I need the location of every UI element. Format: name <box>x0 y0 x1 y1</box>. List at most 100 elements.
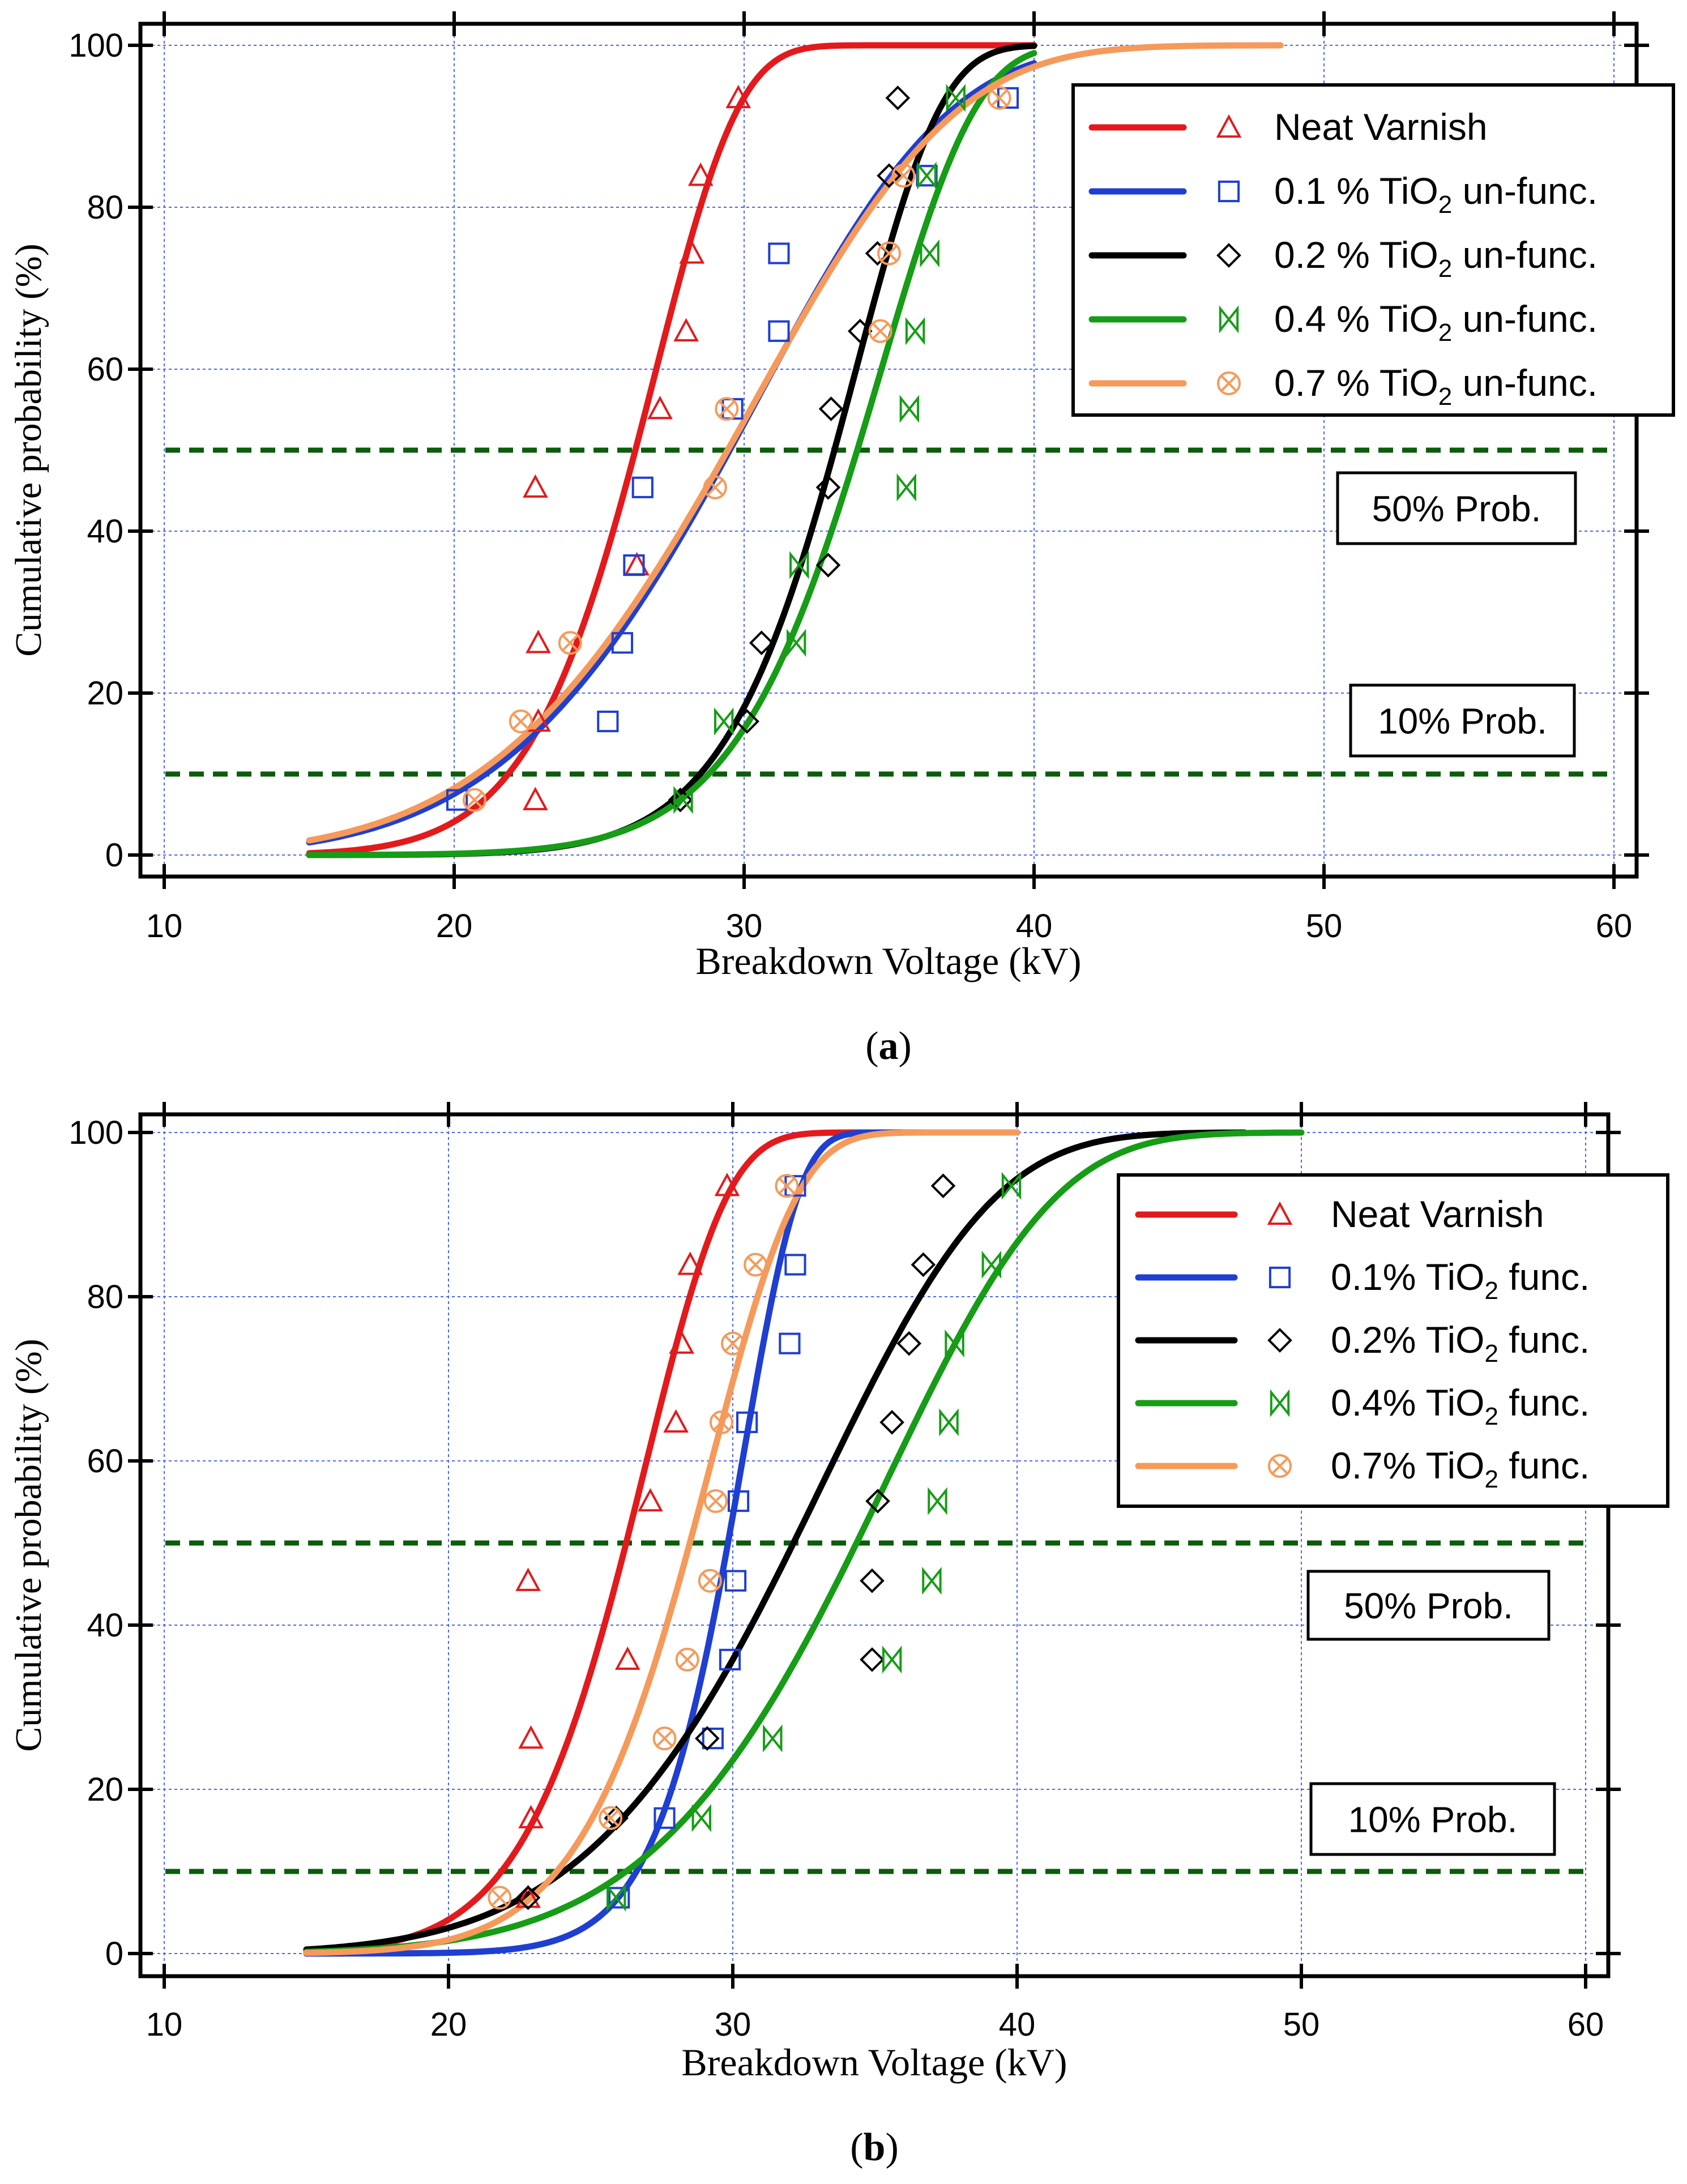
panel-b-series-0-point-5 <box>638 1488 663 1512</box>
panel-b-xtick-label-4: 50 <box>1283 2006 1320 2043</box>
panel-a-series-1-curve <box>306 60 1037 846</box>
panel-a-series-4-point-5 <box>868 319 892 343</box>
panel-b-series-4-curve <box>303 1129 1020 1956</box>
panel-b-series-4-point-2-cross-b <box>656 1730 673 1747</box>
panel-a-xtick-label-3: 40 <box>1016 908 1053 944</box>
panel-a-legend-box <box>1071 83 1675 417</box>
panel-b-series-0-point-3 <box>515 1567 541 1591</box>
panel-b-xtick-label-0: 10 <box>146 2006 183 2043</box>
panel-b-legend-item-2: 0.2% TiO2 func. <box>1135 1319 1590 1367</box>
panel-a-legend-label-3-part-0: 0.4 % TiO <box>1274 298 1438 340</box>
panel-b-series-1-point-0 <box>608 1887 630 1909</box>
panel-a-series-1-point-4 <box>631 476 654 498</box>
panel-b-ytick-label-4: 80 <box>87 1279 123 1315</box>
panel-a-legend-label-4-part-0: 0.7 % TiO <box>1274 362 1438 404</box>
panel-a-ytick-label-5: 100 <box>69 27 123 64</box>
panel-b-legend-label-4-part-1: 2 <box>1484 1465 1498 1493</box>
panel-a-series-4-point-6 <box>877 241 901 266</box>
panel-a-series-2-point-3 <box>815 553 841 578</box>
panel-a-xtick-label-5: 60 <box>1596 908 1633 944</box>
panel-b-legend-item-3: 0.4% TiO2 func. <box>1135 1382 1590 1430</box>
panel-a-legend-item-3: 0.4 % TiO2 un-func. <box>1088 298 1598 347</box>
panel-b-series-4-point-6-cross-b <box>713 1414 730 1431</box>
panel-b-series-4-point-7 <box>721 1331 745 1356</box>
panel-a-ytick-label-4: 80 <box>87 189 123 226</box>
panel-a-series-3-point-3 <box>789 551 809 579</box>
panel-b-legend-label-0-part-0: Neat Varnish <box>1331 1193 1544 1235</box>
panel-a-series-1-point-6 <box>768 320 790 342</box>
panel-a-series-0-curve <box>306 42 1037 857</box>
panel-b-series-2-point-5 <box>865 1489 890 1514</box>
panel-b-series-3-point-2 <box>763 1724 783 1753</box>
panel-b-legend-label-2: 0.2% TiO2 func. <box>1331 1319 1590 1367</box>
panel-b-legend-label-3: 0.4% TiO2 func. <box>1331 1382 1590 1430</box>
panel-b-series-4-point-9-ring <box>775 1174 799 1198</box>
panel-a-series-4-point-7-ring <box>891 164 916 188</box>
panel-b-series-4-point-1-ring <box>599 1806 623 1830</box>
panel-b-xtick-label-2: 30 <box>715 2006 751 2043</box>
panel-a-legend-label-2: 0.2 % TiO2 un-func. <box>1274 234 1598 283</box>
panel-b-legend-label-2-part-1: 2 <box>1484 1340 1498 1367</box>
panel-b-ytick-label-3: 60 <box>87 1443 123 1480</box>
panel-a-series-2-point-9 <box>885 86 911 110</box>
panel-b-xtick-label-3: 40 <box>999 2006 1036 2043</box>
panel-a-series-0-point-8 <box>687 163 714 186</box>
panel-b-series-0-point-7 <box>669 1330 694 1354</box>
panel-a-legend-label-3-part-1: 2 <box>1438 319 1452 347</box>
panel-a-legend-marker-4-ring <box>1217 371 1241 395</box>
panel-b-series-4-point-5 <box>703 1489 728 1514</box>
panel-b-series-3-point-4 <box>922 1566 942 1595</box>
panel-b-legend-item-4: 0.7% TiO2 func. <box>1135 1444 1590 1493</box>
panel-a-series-3-point-8 <box>917 161 937 190</box>
panel-b-series-2-point-6 <box>879 1410 904 1435</box>
panel-a-series-0-point-3 <box>523 474 548 498</box>
panel-a-series-4-point-8-cross-b <box>991 89 1007 106</box>
panel-b-series-4-point-1-cross-b <box>602 1810 619 1827</box>
panel-b-series-3-point-0 <box>606 1883 626 1912</box>
panel-b-series-2-point-7 <box>896 1331 922 1356</box>
panel-a-legend-marker-4 <box>1217 371 1241 395</box>
panel-b-xtick-label-1: 20 <box>430 2006 467 2043</box>
panel-a-ytick-label-2: 40 <box>87 513 123 550</box>
panel-b-series-2-point-1 <box>604 1805 629 1831</box>
panel-b-series-2-curve <box>303 1129 1248 1953</box>
panel-a-series-2-point-6 <box>847 318 873 344</box>
panel-b-series-4-point-1 <box>599 1806 623 1830</box>
panel-b-series-1-point-7 <box>779 1332 801 1354</box>
panel-b-series-2-markers <box>515 1173 956 1911</box>
panel-a-series-4-point-0-cross-b <box>466 792 483 809</box>
panel-b-legend-marker-0 <box>1267 1201 1293 1225</box>
panel-b-series-0-point-4 <box>614 1646 640 1670</box>
panel-a-series-4-point-7 <box>891 164 916 188</box>
panel-b-series-4-markers <box>488 1174 799 1910</box>
panel-b-series-2-point-9 <box>930 1173 956 1199</box>
panel-a-series-4-point-4-ring <box>715 397 739 421</box>
panel-a-legend-item-4: 0.7 % TiO2 un-func. <box>1088 362 1598 411</box>
panel-b-series-2-point-8 <box>911 1252 936 1277</box>
panel-b-series-4-point-6 <box>709 1410 733 1434</box>
panel-a-series-3-point-2 <box>786 629 806 657</box>
panel-b-legend-marker-4-ring <box>1268 1454 1292 1478</box>
panel-b-series-2-point-2 <box>694 1726 720 1751</box>
panel-b-series-1-point-3 <box>719 1648 741 1671</box>
panel-b-series-2-point-0 <box>515 1885 541 1911</box>
panel-b-series-4-point-4-cross-b <box>702 1572 719 1589</box>
panel-b-series-4-point-8-cross-b <box>747 1256 764 1273</box>
panel-b-series-4-point-5-cross-b <box>707 1493 724 1510</box>
panel-b-legend-item-1: 0.1% TiO2 func. <box>1135 1256 1590 1305</box>
panel-b-series-4-point-3-ring <box>675 1647 699 1672</box>
panel-a-series-3-point-9 <box>946 84 966 112</box>
panel-b-series-4-point-4 <box>698 1568 722 1593</box>
panel-a-series-1-markers <box>446 87 1019 811</box>
panel-b-series-0-point-2 <box>518 1725 544 1749</box>
panel-a-series-4-point-2-cross-b <box>562 635 579 651</box>
panel-a-series-4-point-3 <box>703 475 727 499</box>
panel-b-series-1-point-4 <box>724 1570 747 1592</box>
panel-a-caption-open: ( <box>865 1024 878 1068</box>
panel-a-caption: (a) <box>865 1024 912 1068</box>
panel-b-xtick-label-5: 60 <box>1568 2006 1604 2043</box>
panel-a-series-2-point-2 <box>749 630 774 656</box>
panel-b-legend-label-1: 0.1% TiO2 func. <box>1331 1256 1590 1305</box>
panel-a-series-0-point-1 <box>526 708 551 732</box>
panel-b-ytick-label-2: 40 <box>87 1607 123 1644</box>
